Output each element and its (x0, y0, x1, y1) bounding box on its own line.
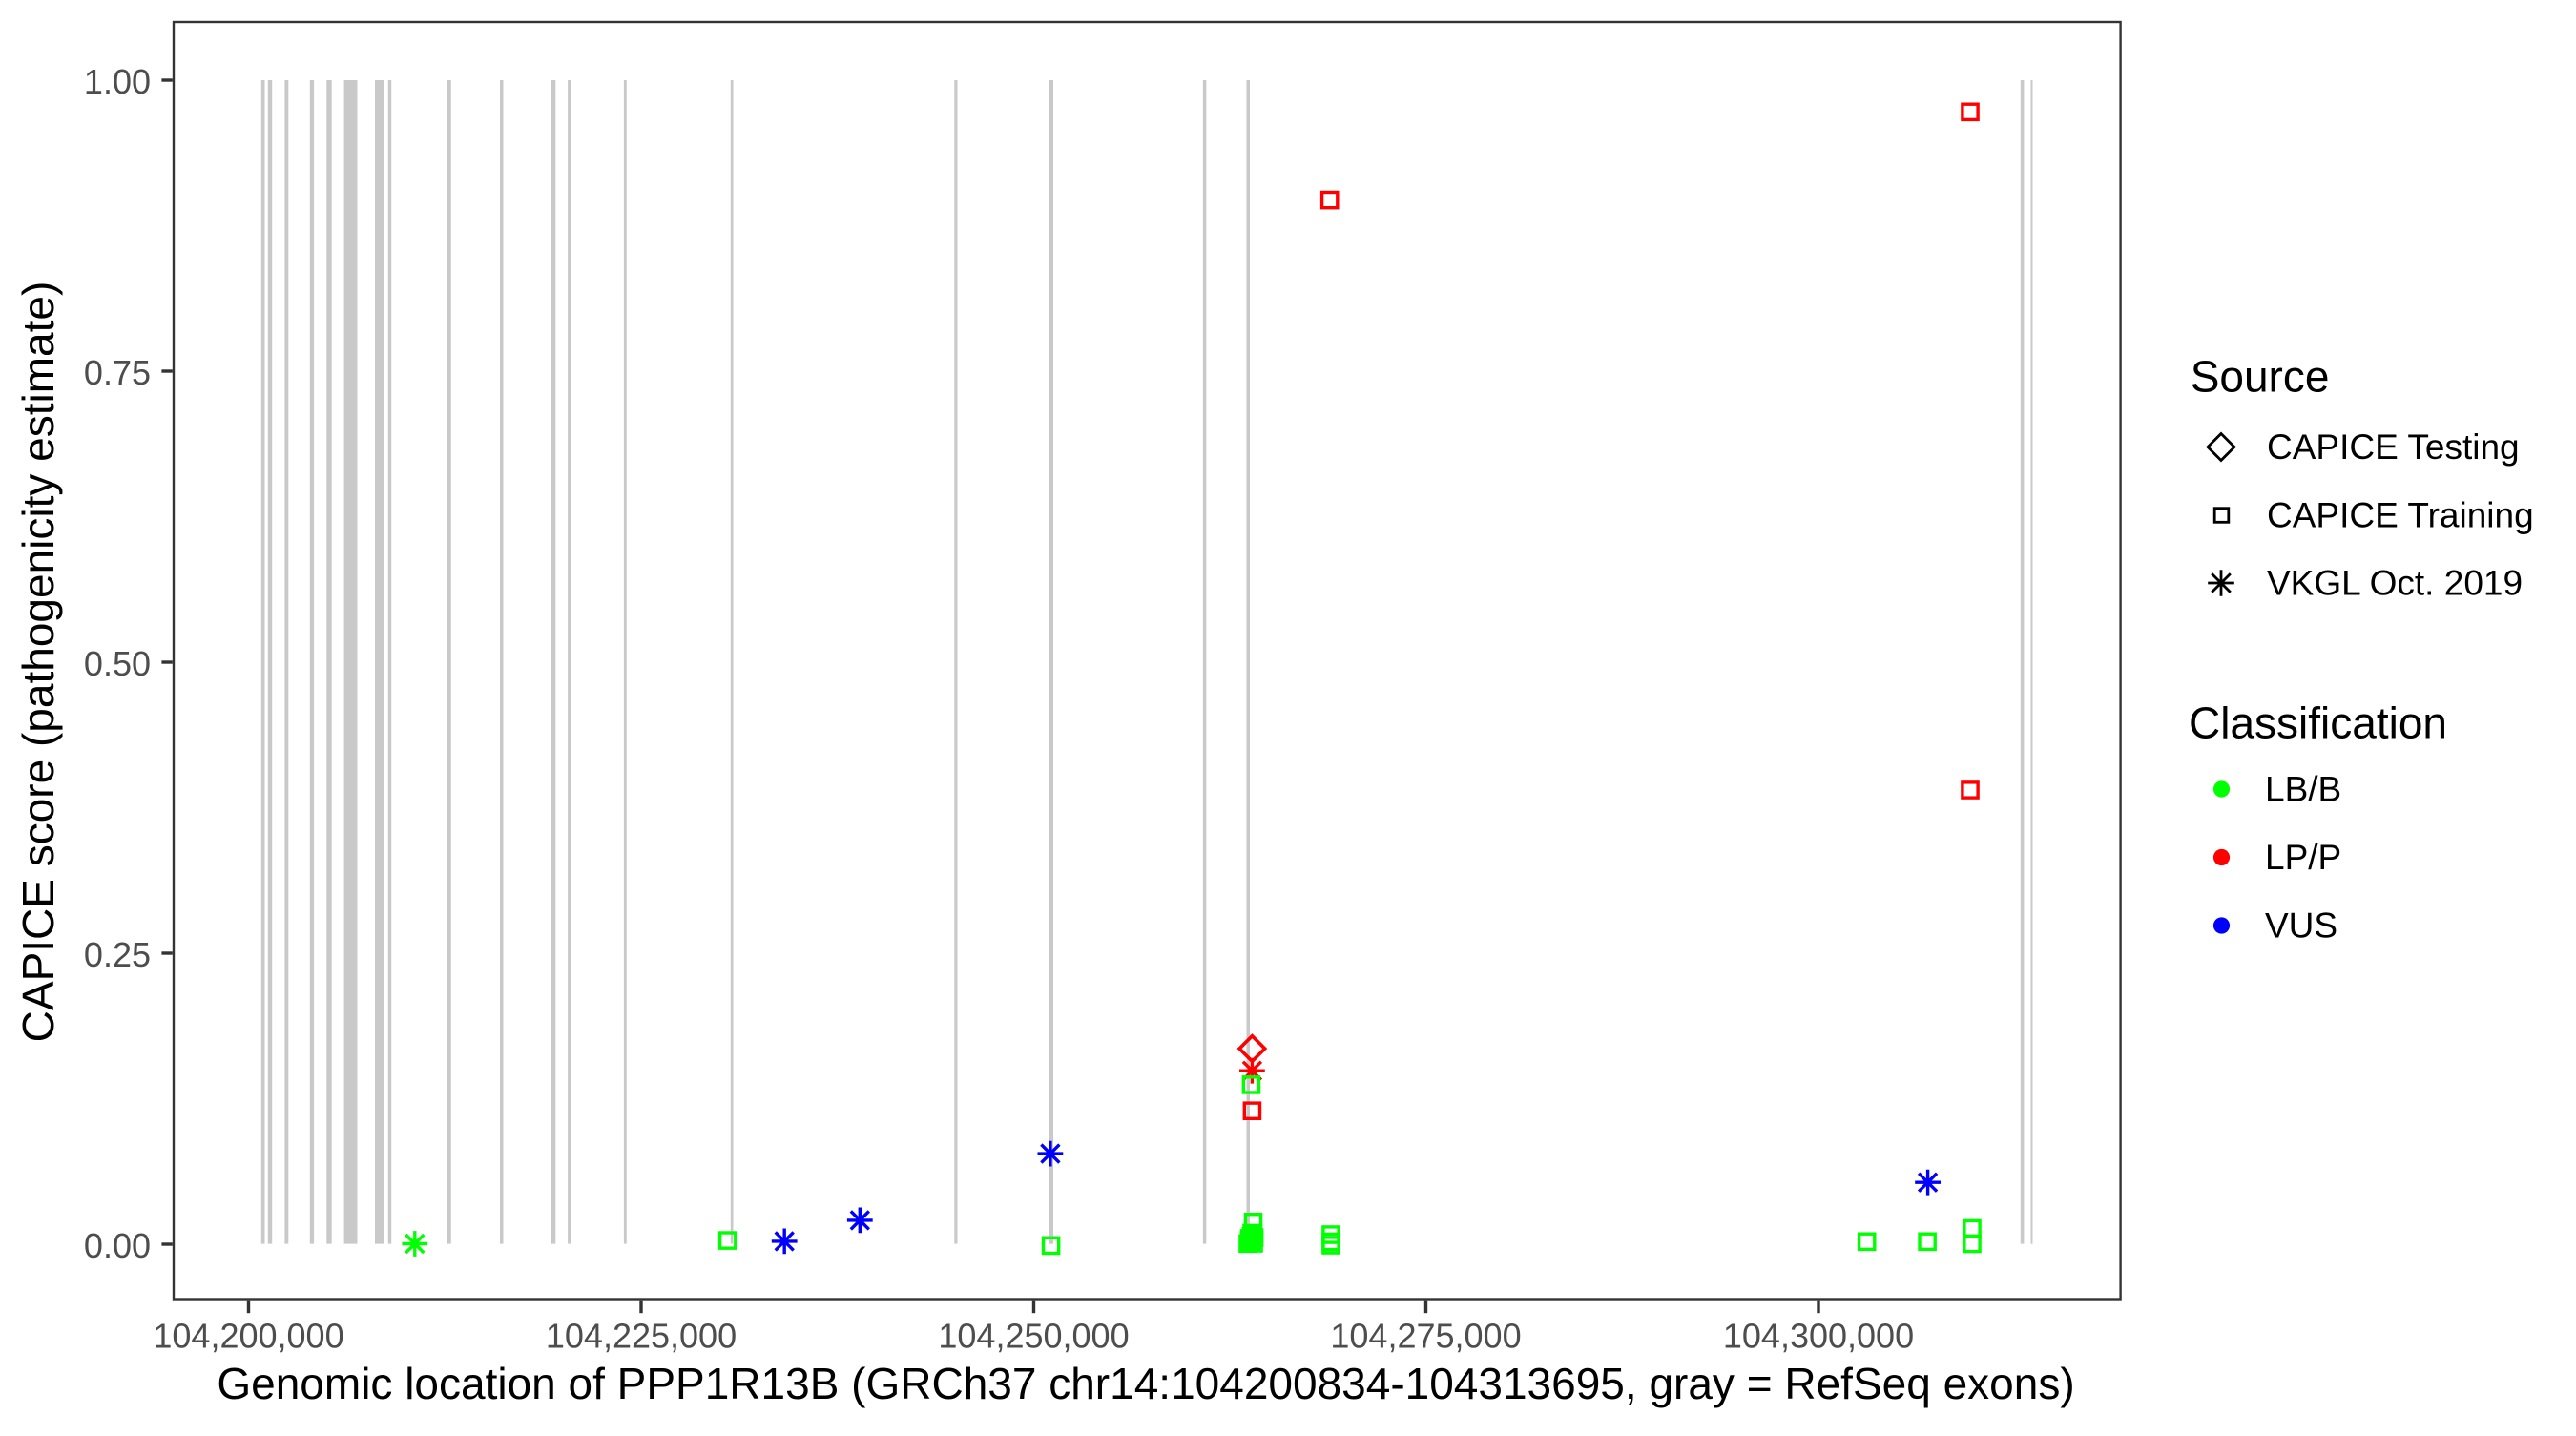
svg-text:0.75: 0.75 (84, 353, 151, 392)
svg-text:VUS: VUS (2265, 906, 2337, 946)
svg-text:104,250,000: 104,250,000 (938, 1317, 1129, 1356)
svg-text:104,225,000: 104,225,000 (546, 1317, 737, 1356)
svg-text:CAPICE score (pathogenicity es: CAPICE score (pathogenicity estimate) (13, 281, 63, 1043)
svg-text:Source: Source (2191, 352, 2330, 402)
svg-text:Genomic location of PPP1R13B (: Genomic location of PPP1R13B (GRCh37 chr… (217, 1359, 2074, 1408)
svg-text:104,300,000: 104,300,000 (1723, 1317, 1914, 1356)
svg-text:104,275,000: 104,275,000 (1330, 1317, 1521, 1356)
svg-text:LP/P: LP/P (2265, 838, 2341, 877)
svg-text:Classification: Classification (2189, 698, 2447, 748)
svg-text:0.50: 0.50 (84, 644, 151, 683)
svg-text:104,200,000: 104,200,000 (153, 1317, 343, 1356)
svg-text:0.00: 0.00 (84, 1226, 151, 1265)
svg-text:CAPICE Training: CAPICE Training (2267, 496, 2534, 535)
svg-text:VKGL Oct. 2019: VKGL Oct. 2019 (2267, 564, 2523, 603)
svg-text:0.25: 0.25 (84, 935, 151, 974)
svg-text:1.00: 1.00 (84, 62, 151, 101)
svg-text:LB/B: LB/B (2265, 770, 2341, 809)
svg-text:CAPICE Testing: CAPICE Testing (2267, 427, 2520, 467)
